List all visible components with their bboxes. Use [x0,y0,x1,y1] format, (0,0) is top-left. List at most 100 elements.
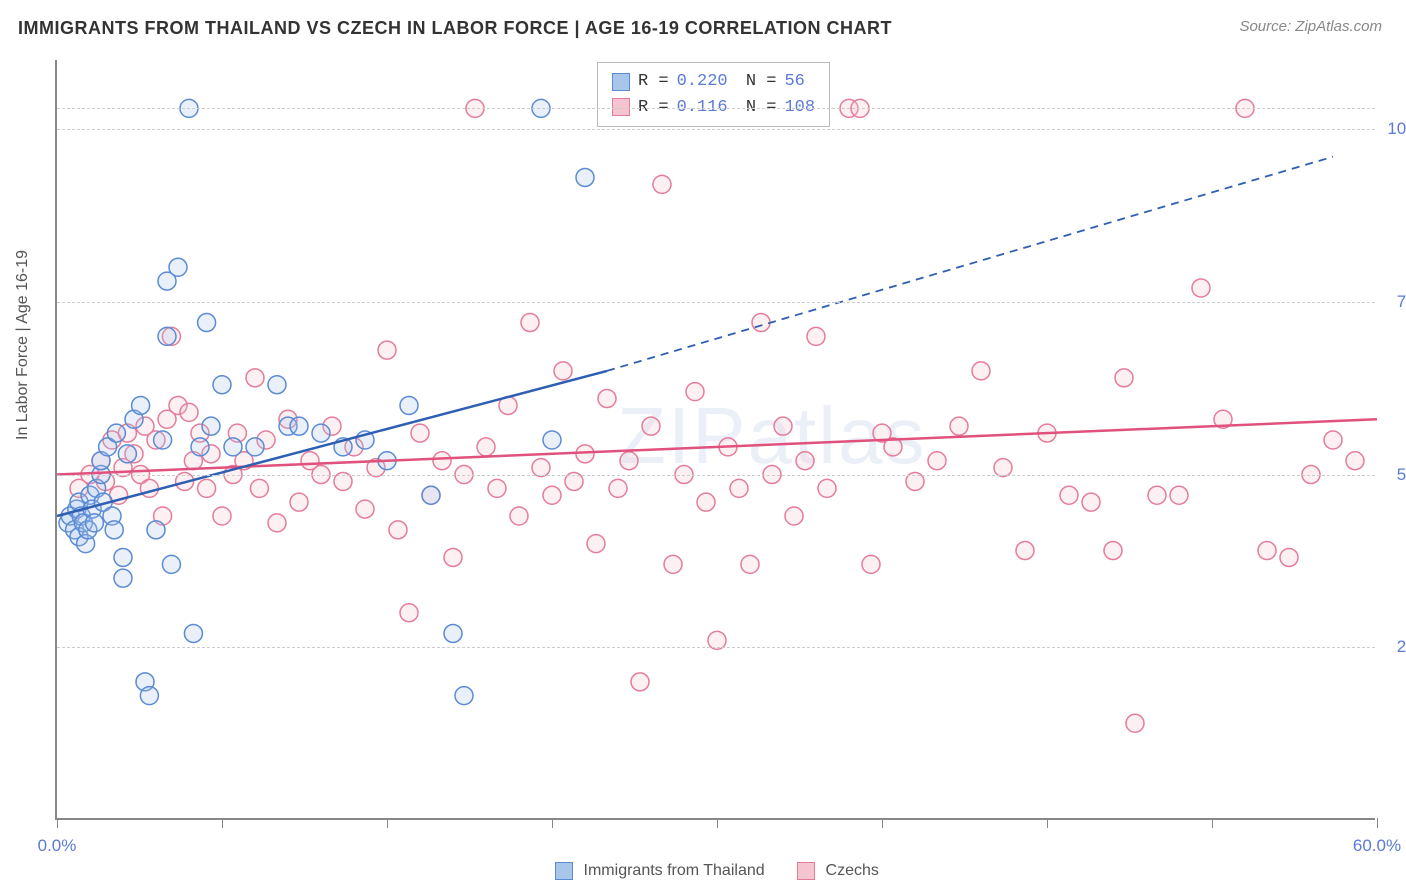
point-czech [609,479,627,497]
point-thailand [312,424,330,442]
point-czech [1170,486,1188,504]
x-legend-swatch-thailand [555,862,573,880]
point-czech [774,417,792,435]
legend-n-thailand: 56 [784,69,804,95]
point-czech [213,507,231,525]
point-czech [730,479,748,497]
ytick-label: 25.0% [1397,637,1406,657]
point-czech [1258,542,1276,560]
xtick [387,818,388,828]
xtick [1047,818,1048,828]
point-czech [1060,486,1078,504]
point-thailand [132,396,150,414]
legend-r-czech: 0.116 [677,95,728,121]
point-thailand [246,438,264,456]
point-czech [250,479,268,497]
point-czech [642,417,660,435]
gridline [57,129,1375,130]
xtick-label: 60.0% [1353,836,1401,856]
point-czech [752,314,770,332]
xtick [222,818,223,828]
point-czech [598,390,616,408]
legend-row-czech: R = 0.116 N = 108 [612,95,815,121]
legend-swatch-czech [612,98,630,116]
gridline [57,647,1375,648]
point-czech [620,452,638,470]
legend-r-label: R = [638,95,669,121]
point-czech [268,514,286,532]
point-czech [444,548,462,566]
point-czech [180,403,198,421]
legend-n-label: N = [736,95,777,121]
point-czech [972,362,990,380]
plot-area: ZIPatlas R = 0.220 N = 56 R = 0.116 N = … [55,60,1375,820]
point-thailand [184,624,202,642]
point-czech [290,493,308,511]
point-czech [1324,431,1342,449]
point-czech [198,479,216,497]
point-czech [928,452,946,470]
point-thailand [455,687,473,705]
point-thailand [213,376,231,394]
point-thailand [114,569,132,587]
point-czech [741,555,759,573]
trendline-thailand [57,371,607,516]
point-czech [1148,486,1166,504]
point-czech [1115,369,1133,387]
point-czech [587,535,605,553]
point-czech [488,479,506,497]
point-czech [1192,279,1210,297]
point-thailand [105,521,123,539]
point-czech [686,383,704,401]
legend-r-label: R = [638,69,669,95]
point-thailand [140,687,158,705]
point-czech [1346,452,1364,470]
point-czech [818,479,836,497]
point-thailand [191,438,209,456]
point-thailand [202,417,220,435]
point-czech [521,314,539,332]
xtick [717,818,718,828]
point-czech [246,369,264,387]
point-thailand [107,424,125,442]
gridline [57,475,1375,476]
xtick-label: 0.0% [38,836,77,856]
ytick-label: 75.0% [1397,292,1406,312]
point-thailand [400,396,418,414]
point-czech [950,417,968,435]
point-czech [862,555,880,573]
gridline [57,302,1375,303]
point-czech [400,604,418,622]
point-czech [389,521,407,539]
point-czech [1016,542,1034,560]
legend-row-thailand: R = 0.220 N = 56 [612,69,815,95]
point-czech [785,507,803,525]
point-czech [477,438,495,456]
source-attribution: Source: ZipAtlas.com [1239,18,1382,35]
ytick-label: 100.0% [1387,119,1406,139]
chart-title: IMMIGRANTS FROM THAILAND VS CZECH IN LAB… [18,18,892,39]
point-czech [1126,714,1144,732]
point-thailand [224,438,242,456]
point-czech [796,452,814,470]
point-czech [631,673,649,691]
y-axis-label: In Labor Force | Age 16-19 [14,250,32,440]
correlation-legend: R = 0.220 N = 56 R = 0.116 N = 108 [597,62,830,127]
point-thailand [169,258,187,276]
point-thailand [290,417,308,435]
point-czech [1280,548,1298,566]
legend-n-czech: 108 [784,95,815,121]
point-thailand [154,431,172,449]
point-thailand [158,327,176,345]
x-legend-label-czech: Czechs [826,862,879,879]
x-axis-legend: Immigrants from Thailand Czechs [0,862,1406,880]
legend-n-label: N = [736,69,777,95]
ytick-label: 50.0% [1397,465,1406,485]
chart-svg [57,60,1375,818]
point-czech [554,362,572,380]
xtick [552,818,553,828]
point-czech [1082,493,1100,511]
x-legend-swatch-czech [797,862,815,880]
point-czech [807,327,825,345]
point-czech [653,175,671,193]
